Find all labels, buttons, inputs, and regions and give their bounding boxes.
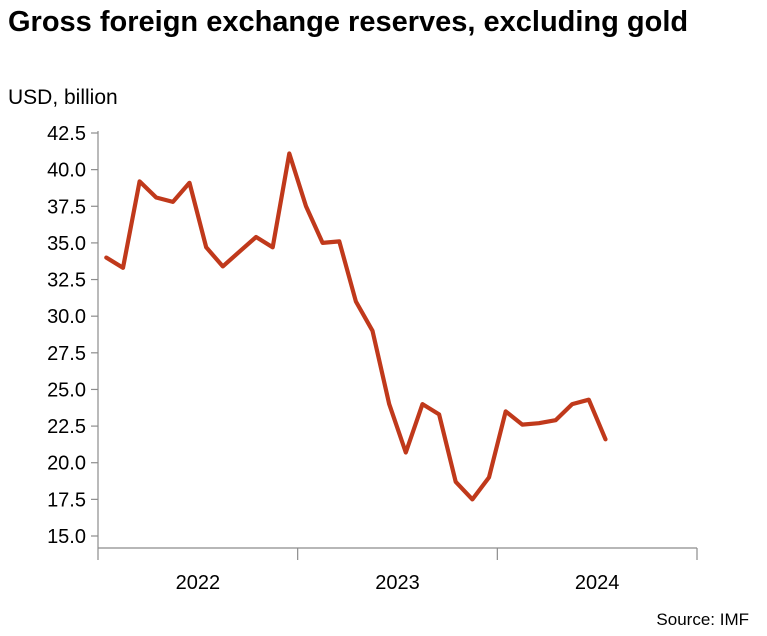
series-line	[104, 151, 608, 502]
chart-title: Gross foreign exchange reserves, excludi…	[8, 6, 689, 38]
data-point	[603, 437, 607, 441]
y-tick-label: 17.5	[47, 489, 86, 511]
line-chart: 15.0 17.5 20.0 22.5 25.0 27.5 30.0 32.5 35.0 37.5…	[47, 123, 698, 594]
y-tick-label: 42.5	[47, 123, 86, 145]
x-axis: 2022 2023 2024	[97, 547, 698, 594]
data-point	[154, 195, 158, 199]
data-point	[104, 256, 108, 260]
data-point	[420, 402, 424, 406]
data-point	[188, 181, 192, 185]
y-tick-label: 35.0	[47, 233, 86, 255]
data-point	[437, 412, 441, 416]
y-tick-label: 22.5	[47, 416, 86, 438]
y-tick-label: 15.0	[47, 526, 86, 548]
data-point	[537, 421, 541, 425]
x-tick-label: 2022	[176, 572, 221, 594]
series-group	[104, 151, 608, 502]
x-tick-label: 2023	[375, 572, 420, 594]
data-point	[121, 266, 125, 270]
data-point	[487, 475, 491, 479]
source-note: Source: IMF	[656, 610, 749, 629]
data-point	[171, 200, 175, 204]
data-point	[570, 402, 574, 406]
data-point	[371, 329, 375, 333]
y-tick-label: 32.5	[47, 270, 86, 292]
data-point	[271, 245, 275, 249]
y-tick-label: 27.5	[47, 343, 86, 365]
y-tick-label: 30.0	[47, 306, 86, 328]
data-point	[221, 264, 225, 268]
data-point	[387, 402, 391, 406]
data-point	[470, 497, 474, 501]
data-point	[304, 204, 308, 208]
data-point	[204, 245, 208, 249]
data-point	[520, 423, 524, 427]
y-tick-label: 40.0	[47, 160, 86, 182]
data-point	[554, 418, 558, 422]
data-point	[504, 409, 508, 413]
unit-label: USD, billion	[8, 86, 118, 109]
x-tick-label: 2024	[575, 572, 620, 594]
data-point	[287, 152, 291, 156]
data-point	[321, 241, 325, 245]
y-tick-label: 20.0	[47, 453, 86, 475]
data-point	[354, 300, 358, 304]
data-point	[454, 480, 458, 484]
data-point	[138, 179, 142, 183]
data-point	[254, 235, 258, 239]
data-point	[337, 239, 341, 243]
y-tick-label: 37.5	[47, 196, 86, 218]
data-point	[587, 398, 591, 402]
y-axis: 15.0 17.5 20.0 22.5 25.0 27.5 30.0 32.5 35.0 37.5…	[47, 123, 99, 548]
data-point	[404, 450, 408, 454]
data-point	[237, 250, 241, 254]
y-tick-label: 25.0	[47, 379, 86, 401]
